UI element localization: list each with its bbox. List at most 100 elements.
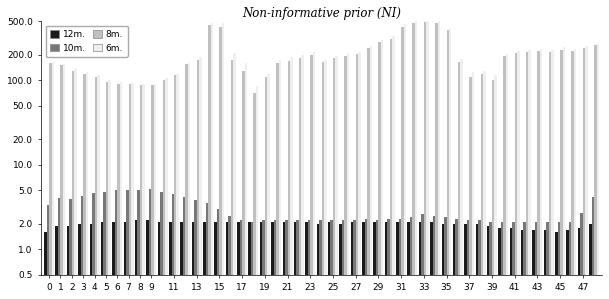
Bar [546, 222, 549, 299]
Bar [356, 54, 358, 299]
Bar [80, 196, 83, 299]
Bar [472, 72, 474, 299]
Bar [498, 228, 501, 299]
Bar [419, 222, 421, 299]
Bar [192, 222, 194, 299]
Bar [365, 219, 367, 299]
Bar [97, 75, 99, 299]
Bar [253, 93, 256, 299]
Bar [597, 44, 599, 299]
Bar [185, 64, 188, 299]
Bar [328, 222, 331, 299]
Bar [317, 224, 319, 299]
Bar [438, 21, 440, 299]
Bar [563, 47, 565, 299]
Bar [444, 217, 446, 299]
Bar [501, 222, 503, 299]
Bar [344, 56, 347, 299]
Bar [177, 74, 179, 299]
Bar [60, 65, 63, 299]
Bar [456, 219, 458, 299]
Bar [331, 220, 333, 299]
Bar [78, 224, 80, 299]
Bar [188, 63, 191, 299]
Bar [404, 24, 406, 299]
Bar [432, 216, 435, 299]
Bar [151, 85, 154, 299]
Bar [104, 192, 106, 299]
Bar [401, 27, 404, 299]
Bar [476, 224, 478, 299]
Bar [342, 220, 344, 299]
Bar [424, 22, 426, 299]
Bar [339, 224, 342, 299]
Bar [430, 222, 432, 299]
Bar [276, 63, 279, 299]
Bar [160, 192, 163, 299]
Bar [594, 45, 597, 299]
Bar [535, 222, 537, 299]
Bar [503, 56, 505, 299]
Bar [72, 71, 74, 299]
Bar [67, 226, 69, 299]
Bar [483, 71, 485, 299]
Bar [44, 232, 47, 299]
Bar [86, 72, 88, 299]
Bar [117, 84, 120, 299]
Bar [410, 217, 412, 299]
Bar [239, 220, 242, 299]
Bar [203, 222, 206, 299]
Bar [158, 222, 160, 299]
Bar [112, 222, 114, 299]
Bar [149, 190, 151, 299]
Bar [574, 49, 576, 299]
Bar [390, 39, 392, 299]
Bar [487, 226, 490, 299]
Bar [83, 74, 86, 299]
Bar [453, 224, 456, 299]
Bar [373, 222, 376, 299]
Bar [549, 52, 551, 299]
Bar [469, 77, 472, 299]
Bar [140, 85, 143, 299]
Bar [222, 23, 224, 299]
Bar [90, 224, 92, 299]
Bar [412, 23, 415, 299]
Bar [585, 46, 588, 299]
Bar [446, 30, 449, 299]
Bar [233, 53, 236, 299]
Bar [58, 198, 60, 299]
Bar [299, 58, 301, 299]
Bar [183, 196, 185, 299]
Bar [517, 51, 519, 299]
Bar [347, 53, 350, 299]
Bar [197, 60, 199, 299]
Bar [214, 222, 217, 299]
Bar [308, 220, 310, 299]
Bar [589, 224, 591, 299]
Bar [305, 222, 308, 299]
Bar [283, 222, 285, 299]
Bar [194, 200, 197, 299]
Bar [492, 80, 495, 299]
Bar [333, 58, 336, 299]
Bar [580, 213, 583, 299]
Bar [362, 222, 365, 299]
Bar [114, 190, 117, 299]
Bar [138, 190, 140, 299]
Bar [271, 222, 273, 299]
Bar [101, 222, 104, 299]
Bar [495, 75, 497, 299]
Bar [174, 75, 177, 299]
Bar [460, 59, 463, 299]
Bar [551, 51, 554, 299]
Title: Non-informative prior (NI): Non-informative prior (NI) [242, 7, 401, 20]
Bar [92, 193, 94, 299]
Bar [172, 194, 174, 299]
Bar [279, 60, 281, 299]
Bar [256, 86, 258, 299]
Bar [544, 230, 546, 299]
Bar [260, 222, 262, 299]
Bar [131, 83, 133, 299]
Bar [537, 51, 540, 299]
